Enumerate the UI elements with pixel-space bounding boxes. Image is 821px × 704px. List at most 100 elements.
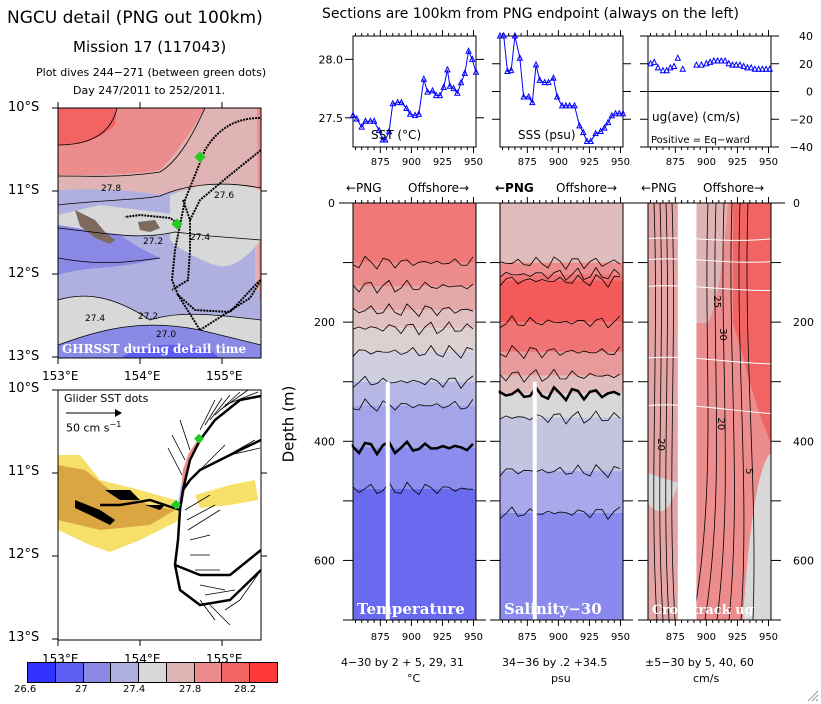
section-0 — [351, 203, 476, 620]
contour-label: 20 — [655, 438, 666, 451]
data-point — [729, 61, 736, 68]
data-point — [429, 86, 436, 94]
contour-line — [499, 410, 621, 425]
depth-band — [500, 322, 623, 352]
contour-line — [352, 303, 474, 318]
data-point — [432, 91, 440, 99]
isopycnal-line — [647, 285, 772, 291]
colorbar-swatch — [110, 663, 139, 682]
data-point — [740, 62, 747, 70]
depth-band — [353, 328, 476, 352]
colorbar-swatch — [82, 663, 111, 682]
data-point — [762, 65, 770, 72]
colorbar-swatch — [54, 663, 83, 682]
data-point — [436, 91, 444, 99]
isopycnal-line — [647, 356, 772, 365]
depth-band — [500, 393, 623, 418]
x-tick-label: 875 — [666, 157, 685, 168]
depth-band — [500, 471, 623, 513]
temp-unit: °C — [407, 672, 421, 685]
depth-band — [353, 447, 476, 489]
section-title-0: Temperature — [357, 600, 465, 618]
resize-grip-icon[interactable] — [805, 688, 819, 702]
data-point — [751, 65, 759, 72]
data-point — [444, 65, 451, 73]
data-point — [698, 61, 705, 68]
png-label-1: ←PNG — [346, 181, 382, 195]
colorbar-swatch — [28, 663, 55, 682]
colorbar-label-2: 27.4 — [123, 684, 146, 695]
data-point — [553, 92, 561, 100]
scale-label: 50 cm s−1 — [66, 420, 122, 435]
contour-line — [352, 255, 474, 270]
x-tick-label: 900 — [697, 157, 716, 168]
x-tick-label: 925 — [433, 157, 452, 168]
depth-band — [353, 381, 476, 406]
data-point — [650, 58, 658, 65]
section-title-2: Crosstrack ug — [652, 603, 754, 618]
days-subtitle: Day 247/2011 to 252/2011. — [73, 84, 226, 97]
contour-line — [499, 506, 621, 520]
contour-line — [499, 274, 621, 289]
x-tick-label: 900 — [402, 157, 421, 168]
contour-line — [499, 266, 621, 281]
png-label-3: ←PNG — [641, 181, 677, 195]
lat-label-top-13s: 13°S — [8, 349, 40, 364]
glider-sst-caption: Glider SST dots — [64, 392, 149, 405]
colorbar-label-1: 27 — [75, 684, 88, 695]
lat-label-bot-12s: 12°S — [8, 547, 40, 562]
depth-band — [353, 203, 476, 263]
chart-title-1: SSS (psu) — [518, 128, 576, 142]
series-line-1 — [500, 35, 623, 142]
x-tick-label: 925 — [580, 632, 599, 643]
depth-tick-left: 0 — [328, 197, 335, 210]
data-point — [612, 109, 619, 117]
data-point — [579, 128, 587, 136]
data-point — [424, 87, 431, 95]
offshore-label-3: Offshore→ — [703, 181, 765, 195]
isopycnal-line — [647, 404, 772, 415]
offshore-label-1: Offshore→ — [408, 181, 470, 195]
chart-title-2: ug(ave) (cm/s) — [652, 110, 740, 124]
depth-tick-right: 400 — [793, 435, 814, 448]
data-point — [440, 83, 448, 90]
x-tick-label: 950 — [464, 157, 483, 168]
x-tick-label: 925 — [728, 632, 747, 643]
depth-band — [500, 280, 623, 323]
contour-line — [671, 202, 676, 621]
lat-label-top-12s: 12°S — [8, 266, 40, 281]
colorbar-swatch — [221, 663, 250, 682]
contour-line — [653, 202, 658, 621]
lon-label-top-155: 155°E — [206, 369, 243, 383]
y-tick-label: 0 — [806, 86, 813, 99]
x-tick-label: 900 — [402, 632, 421, 643]
depth-tick-right: 600 — [793, 554, 814, 567]
contour-line — [352, 279, 474, 294]
data-point — [693, 61, 700, 68]
depth-band — [353, 286, 476, 311]
data-point — [755, 65, 762, 72]
sal-unit: psu — [551, 672, 571, 685]
data-point — [550, 74, 557, 81]
contour-line — [746, 202, 755, 621]
x-tick-label: 925 — [433, 632, 452, 643]
contour-line — [352, 321, 474, 336]
contour-line — [692, 202, 709, 621]
y-tick-label: 28.0 — [319, 53, 344, 66]
data-point — [601, 124, 608, 131]
data-point — [520, 92, 527, 100]
data-point — [532, 60, 540, 68]
x-tick-label: 950 — [464, 632, 483, 643]
data-point — [710, 56, 718, 64]
data-point — [411, 111, 419, 118]
y-tick-label: −40 — [790, 141, 813, 154]
data-point — [385, 127, 393, 135]
ug-unit: cm/s — [693, 672, 720, 685]
data-gap — [385, 381, 390, 620]
contour-line — [352, 481, 474, 496]
data-point — [583, 137, 591, 144]
png-label-2: ←PNG — [495, 181, 534, 195]
data-point — [747, 63, 755, 71]
y-tick-label: −20 — [790, 113, 813, 126]
contour-label: 5 — [743, 468, 754, 474]
